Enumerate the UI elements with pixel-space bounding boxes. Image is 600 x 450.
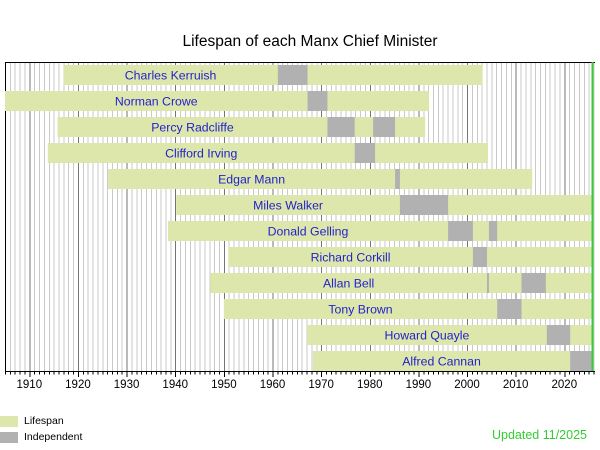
legend-label-lifespan: Lifespan	[24, 415, 64, 427]
lifespan-bar	[63, 65, 483, 85]
axis-tick-label: 1990	[406, 379, 432, 391]
legend-label-independent: Independent	[24, 431, 83, 443]
term-segment	[448, 221, 473, 241]
term-segment	[327, 117, 355, 137]
term-segment	[521, 273, 546, 293]
legend-item-independent: Independent	[0, 429, 82, 445]
person-name-label: Clifford Irving	[165, 147, 237, 161]
person-name-label: Richard Corkill	[311, 251, 391, 265]
chart-title: Lifespan of each Manx Chief Minister	[182, 33, 438, 50]
term-segment	[277, 65, 308, 85]
term-segment	[307, 91, 328, 111]
lifespan-bar	[312, 351, 593, 371]
person-name-label: Norman Crowe	[115, 95, 198, 109]
term-segment	[373, 117, 396, 137]
axis-tick-label: 1930	[114, 379, 140, 391]
legend: Lifespan Independent	[0, 413, 82, 445]
lifespan-bar	[176, 195, 593, 215]
lifespan-bar	[57, 117, 426, 137]
lifespan-bar	[47, 143, 488, 163]
person-name-label: Donald Gelling	[268, 225, 349, 239]
term-segment	[570, 351, 593, 371]
person-name-label: Miles Walker	[253, 199, 323, 213]
term-segment	[399, 195, 449, 215]
term-segment	[488, 221, 498, 241]
axis-tick-label: 2010	[503, 379, 529, 391]
axis-tick-label: 1910	[17, 379, 43, 391]
lifespan-bar	[5, 91, 430, 111]
axis-tick-label: 2020	[552, 379, 578, 391]
term-segment	[395, 169, 400, 189]
legend-item-lifespan: Lifespan	[0, 413, 82, 429]
lifespan-bar	[307, 325, 593, 345]
axis-tick-label: 1980	[357, 379, 383, 391]
lifespan-bar	[167, 221, 593, 241]
term-segment	[497, 299, 522, 319]
person-name-label: Percy Radcliffe	[151, 121, 234, 135]
lifespan-bar	[210, 273, 593, 293]
axis-tick-label: 1940	[162, 379, 188, 391]
person-name-label: Tony Brown	[328, 303, 392, 317]
axis-tick-label: 1970	[308, 379, 334, 391]
lifespan-bar	[108, 169, 533, 189]
axis-tick-label: 1950	[211, 379, 237, 391]
updated-note: Updated 11/2025	[492, 428, 587, 442]
independent-color-swatch	[0, 431, 18, 443]
lifespan-bar	[228, 247, 593, 267]
axis-tick-label: 2000	[454, 379, 480, 391]
axis-tick-label: 1920	[65, 379, 91, 391]
person-name-label: Edgar Mann	[218, 173, 285, 187]
term-segment	[354, 143, 376, 163]
lifespan-color-swatch	[0, 415, 18, 427]
person-name-label: Howard Quayle	[385, 329, 470, 343]
term-segment	[472, 247, 487, 267]
term-segment	[546, 325, 571, 345]
person-name-label: Alfred Cannan	[402, 355, 481, 369]
axis-tick-label: 1960	[260, 379, 286, 391]
person-name-label: Allan Bell	[323, 277, 374, 291]
term-segment	[486, 273, 489, 293]
lifespan-bar	[223, 299, 593, 319]
person-name-label: Charles Kerruish	[125, 69, 217, 83]
